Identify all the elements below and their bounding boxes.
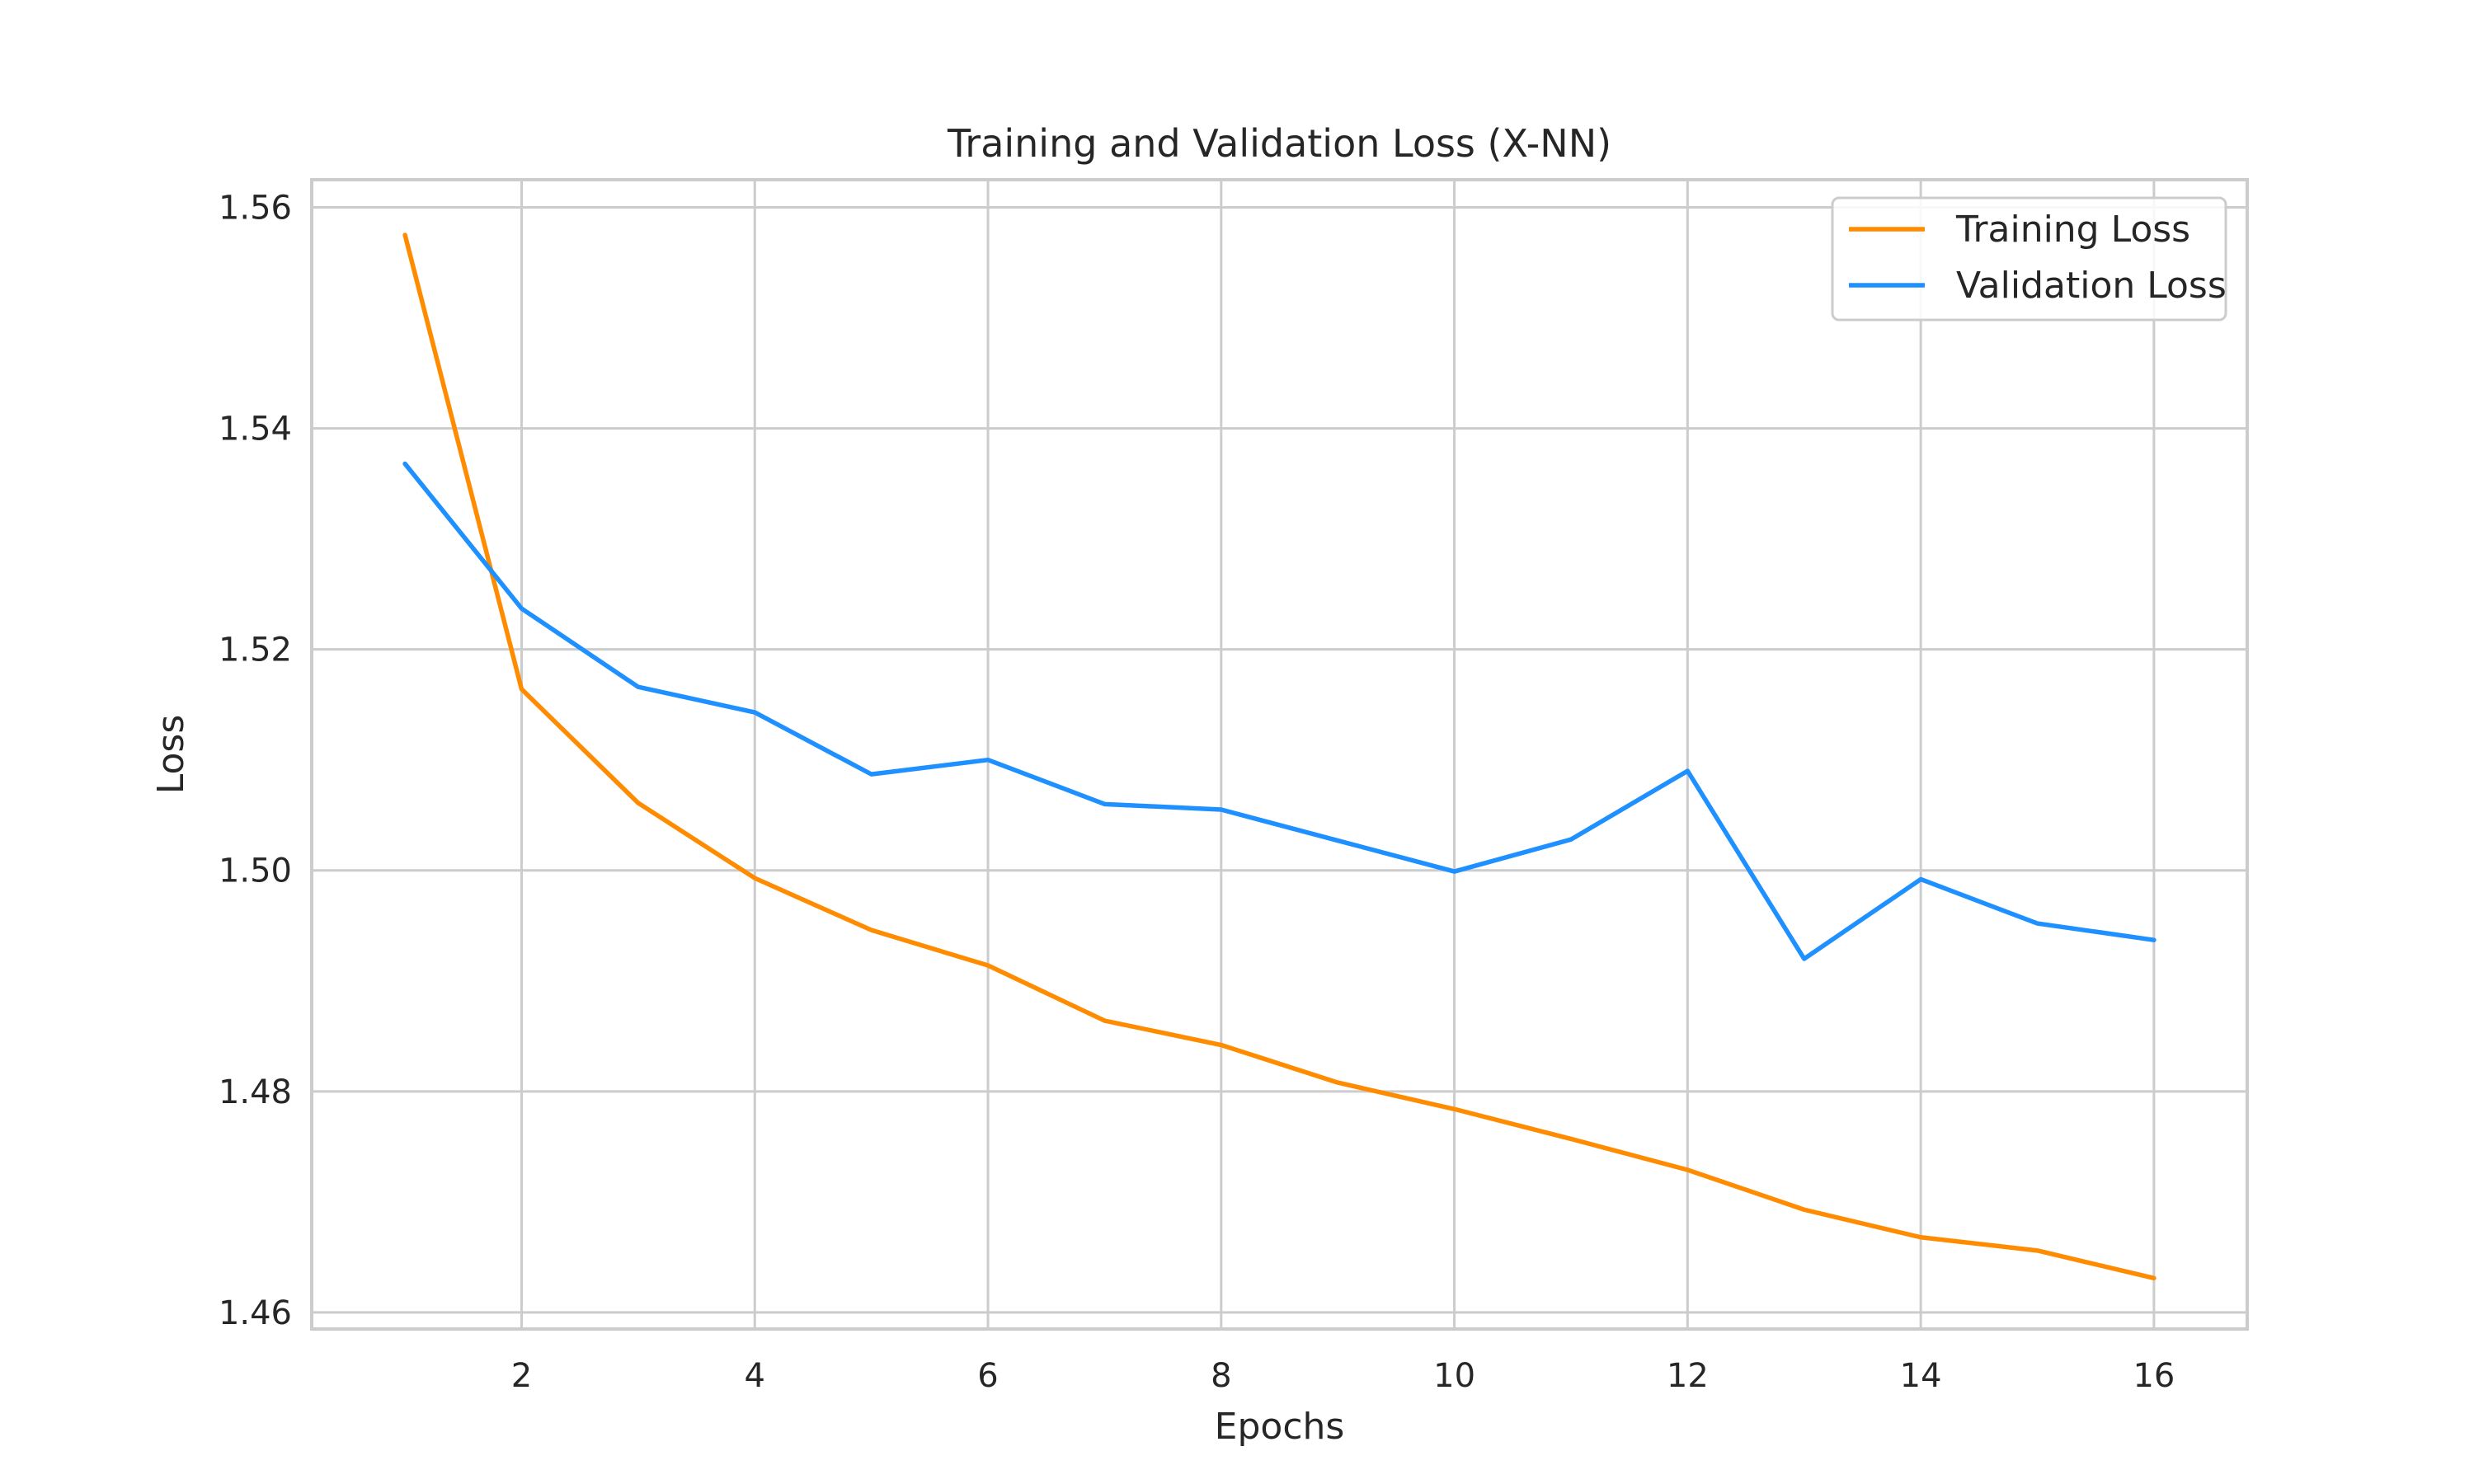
x-tick-label: 10 (1433, 1357, 1475, 1395)
series-layer (402, 232, 2157, 1281)
legend-box (1831, 196, 2227, 322)
x-tick-label: 8 (1211, 1357, 1231, 1395)
x-tick-label: 12 (1667, 1357, 1709, 1395)
legend: Training Loss Validation Loss (1831, 196, 2227, 322)
y-tick-label: 1.48 (219, 1073, 292, 1111)
x-axis-label: Epochs (1215, 1406, 1345, 1448)
training-loss-line (402, 232, 2157, 1281)
x-tick-label: 2 (511, 1357, 532, 1395)
validation-loss-line (402, 461, 2157, 961)
legend-label: Validation Loss (1956, 265, 2227, 307)
y-tick-labels: 1.46 1.48 1.50 1.52 1.54 1.56 (219, 190, 292, 1332)
y-tick-label: 1.56 (219, 190, 292, 228)
plot-frame (310, 178, 2249, 1331)
chart-title: Training and Validation Loss (X-NN) (947, 121, 1611, 166)
grid-lines (312, 180, 2247, 1329)
y-tick-label: 1.52 (219, 632, 292, 669)
y-tick-label: 1.46 (219, 1294, 292, 1332)
y-axis-label: Loss (150, 715, 192, 795)
x-tick-label: 14 (1900, 1357, 1942, 1395)
x-tick-label: 4 (745, 1357, 765, 1395)
y-tick-label: 1.50 (219, 852, 292, 890)
legend-label: Training Loss (1955, 209, 2190, 251)
x-tick-label: 6 (977, 1357, 998, 1395)
y-tick-label: 1.54 (219, 411, 292, 448)
x-tick-labels: 2 4 6 8 10 12 14 16 (511, 1357, 2175, 1395)
x-tick-label: 16 (2133, 1357, 2175, 1395)
